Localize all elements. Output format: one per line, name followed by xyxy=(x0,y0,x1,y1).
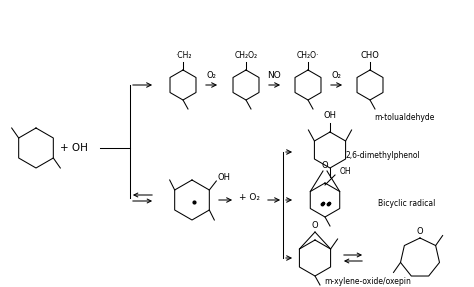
Text: OH: OH xyxy=(323,112,337,121)
Text: NO: NO xyxy=(267,71,281,80)
Text: O: O xyxy=(417,228,423,236)
Text: CH₂O·: CH₂O· xyxy=(297,51,319,59)
Text: + OH: + OH xyxy=(60,143,88,153)
Text: m-xylene-oxide/oxepin: m-xylene-oxide/oxepin xyxy=(325,276,411,286)
Text: O: O xyxy=(312,220,319,230)
Text: O: O xyxy=(322,160,328,170)
Text: CH₂O₂: CH₂O₂ xyxy=(235,51,257,59)
Text: O₂: O₂ xyxy=(331,71,341,80)
Text: O₂: O₂ xyxy=(206,71,216,80)
Text: m-tolualdehyde: m-tolualdehyde xyxy=(374,113,435,123)
Text: 2,6-dimethylphenol: 2,6-dimethylphenol xyxy=(345,150,420,160)
Text: + O₂: + O₂ xyxy=(239,193,261,201)
Text: CHO: CHO xyxy=(361,51,380,59)
Text: OH: OH xyxy=(339,168,351,177)
Text: ·CH₂: ·CH₂ xyxy=(175,51,191,59)
Text: OH: OH xyxy=(218,172,231,181)
Text: Bicyclic radical: Bicyclic radical xyxy=(378,199,435,208)
